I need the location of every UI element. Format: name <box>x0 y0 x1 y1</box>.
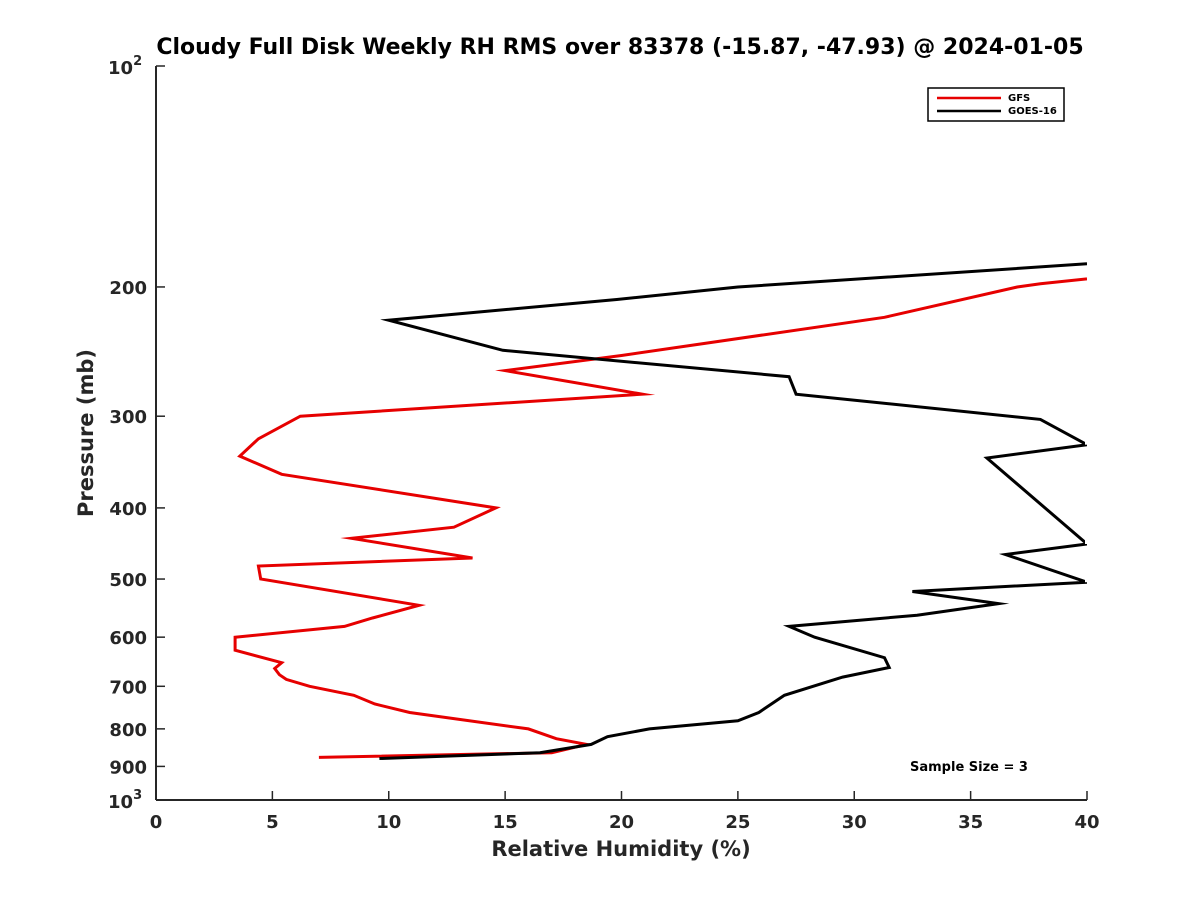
x-axis-label: Relative Humidity (%) <box>491 837 750 861</box>
sample-size-annotation: Sample Size = 3 <box>910 760 1028 775</box>
y-tick-base: 10 <box>108 58 133 79</box>
y-tick-label: 400 <box>109 499 147 520</box>
y-tick-label: 800 <box>109 720 147 741</box>
series-layer <box>233 262 1087 760</box>
x-tick-label: 35 <box>958 812 983 833</box>
series-line-goes16 <box>379 262 1087 760</box>
y-tick-label: 700 <box>109 677 147 698</box>
y-tick-exponent: 2 <box>133 54 142 69</box>
y-axis-label: Pressure (mb) <box>74 349 98 517</box>
x-tick-label: 30 <box>842 812 867 833</box>
legend-label-goes16: GOES-16 <box>1008 106 1057 117</box>
x-axis-ticks: 0 5 10 15 20 25 30 35 40 <box>150 791 1100 833</box>
x-tick-label: 15 <box>493 812 518 833</box>
legend: GFS GOES-16 <box>927 87 1065 122</box>
x-tick-label: 5 <box>266 812 279 833</box>
x-tick-label: 25 <box>725 812 750 833</box>
legend-box <box>927 87 1065 122</box>
legend-label-gfs: GFS <box>1008 93 1030 104</box>
y-tick-label: 900 <box>109 757 147 778</box>
x-tick-label: 20 <box>609 812 634 833</box>
y-tick-label: 300 <box>109 407 147 428</box>
y-tick-exponent: 3 <box>133 788 142 803</box>
y-tick-label: 102 <box>108 54 142 79</box>
y-tick-label: 500 <box>109 570 147 591</box>
x-tick-label: 10 <box>376 812 401 833</box>
plot-area: 0 5 10 15 20 25 30 35 40 10220030040050060070080… <box>108 54 1100 833</box>
x-tick-label: 0 <box>150 812 163 833</box>
y-tick-base: 10 <box>108 792 133 813</box>
chart-title: Cloudy Full Disk Weekly RH RMS over 8337… <box>156 35 1083 60</box>
x-tick-label: 40 <box>1074 812 1099 833</box>
y-tick-label: 600 <box>109 628 147 649</box>
y-tick-label: 103 <box>108 788 142 813</box>
series-line-gfs <box>233 277 1087 759</box>
y-tick-label: 200 <box>109 278 147 299</box>
